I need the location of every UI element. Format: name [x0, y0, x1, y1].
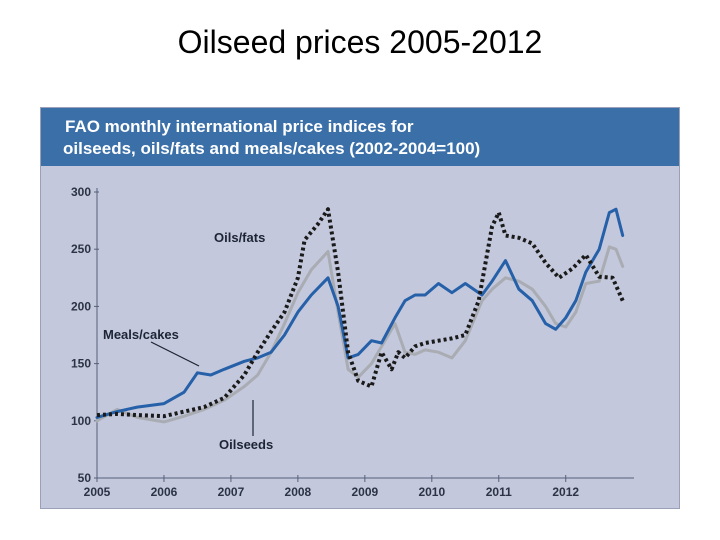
y-tick-label: 50 — [78, 471, 92, 485]
chart-figure: 50 100 150 200 250 300 2005 2006 2007 2008 2009 201… — [40, 107, 680, 509]
x-tick-label: 2005 — [84, 485, 111, 499]
series-oils-fats — [96, 207, 625, 419]
x-tick-label: 2009 — [351, 485, 378, 499]
y-tick-label: 250 — [71, 242, 91, 256]
y-tick-label: 200 — [71, 299, 91, 313]
chart-axes: 50 100 150 200 250 300 2005 2006 2007 2008 2009 201… — [71, 185, 634, 499]
annotation-oils-fats: Oils/fats — [214, 230, 265, 245]
annotation-oilseeds: Oilseeds — [219, 437, 273, 452]
annotation-meals-cakes: Meals/cakes — [103, 327, 179, 342]
line-chart: 50 100 150 200 250 300 2005 2006 2007 2008 2009 201… — [71, 185, 634, 499]
x-tick-label: 2007 — [218, 485, 245, 499]
x-tick-label: 2011 — [486, 485, 512, 499]
series-meals-cakes — [95, 207, 625, 419]
chart-header: FAO monthly international price indices … — [41, 108, 679, 166]
x-tick-label: 2008 — [285, 485, 312, 499]
y-tick-label: 300 — [71, 185, 91, 199]
slide-title: Oilseed prices 2005-2012 — [177, 24, 543, 60]
chart-title-line1: FAO monthly international price indices … — [65, 117, 414, 136]
chart-annotations: Oils/fats Meals/cakes Oilseeds — [103, 230, 273, 452]
annotation-meals-cakes-leader — [150, 341, 200, 367]
x-tick-label: 2012 — [552, 485, 579, 499]
y-tick-label: 100 — [71, 414, 91, 428]
chart-series — [95, 207, 625, 424]
chart-title-line2: oilseeds, oils/fats and meals/cakes (200… — [63, 139, 481, 158]
x-tick-label: 2006 — [151, 485, 178, 499]
y-tick-label: 150 — [71, 357, 91, 371]
x-tick-label: 2010 — [418, 485, 445, 499]
